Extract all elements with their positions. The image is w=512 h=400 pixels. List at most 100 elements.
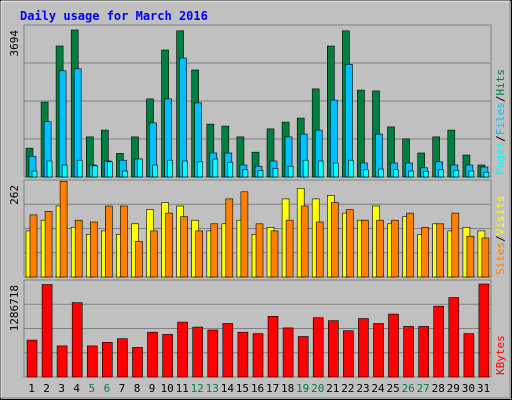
kbytes-bar	[373, 323, 384, 378]
pages-bar	[302, 159, 309, 178]
kbytes-bar	[102, 341, 113, 378]
kbytes-bar	[433, 305, 445, 378]
kbytes-bar	[147, 331, 158, 378]
pages-bar	[92, 165, 98, 178]
pages-bar	[423, 171, 430, 178]
sites-bar	[255, 223, 264, 278]
requests-ymax-label: 3694	[8, 30, 21, 57]
kbytes-bar	[267, 315, 279, 378]
x-tick-label: 4	[73, 382, 80, 395]
x-tick-label: 23	[356, 382, 369, 395]
pages-bar	[408, 170, 414, 178]
sites-bar	[481, 237, 490, 278]
sites-bar	[451, 212, 460, 278]
x-tick-label: 13	[206, 382, 219, 395]
sites-bar	[300, 205, 309, 278]
sites-bar	[135, 241, 143, 278]
pages-bar	[363, 169, 369, 178]
kbytes-bar	[192, 326, 203, 378]
sites-bar	[421, 227, 430, 278]
kbytes-bar	[448, 297, 460, 378]
pages-bar	[242, 169, 249, 178]
pages-bar	[76, 159, 83, 178]
sites-bar	[240, 191, 249, 278]
kbytes-bar	[87, 345, 98, 378]
kbytes-bar	[463, 333, 475, 378]
x-tick-label: 30	[462, 382, 475, 395]
kbytes-bar	[162, 334, 173, 378]
kbytes-bar	[282, 327, 294, 378]
legend-kbytes: KBytes	[494, 335, 507, 375]
legend-hits: Hits	[494, 69, 507, 96]
sites-bar	[330, 202, 339, 278]
pages-bar	[393, 169, 399, 178]
x-tick-label: 3	[58, 382, 65, 395]
pages-bar	[378, 168, 384, 178]
chart-title: Daily usage for March 2016	[20, 9, 208, 23]
kbytes-bar	[403, 326, 414, 378]
kbytes-bar	[26, 339, 38, 378]
legend-pages: Pages	[494, 142, 507, 175]
x-tick-label: 26	[401, 382, 414, 395]
kbytes-bar	[177, 321, 188, 378]
visitors-legend: Sites/Visits	[494, 196, 507, 276]
sites-bar	[361, 219, 369, 278]
pages-bar	[122, 170, 128, 178]
sites-bar	[90, 221, 98, 278]
kbytes-bar	[41, 284, 53, 378]
x-tick-label: 19	[296, 382, 309, 395]
pages-bar	[197, 161, 203, 178]
kbytes-bar	[297, 336, 309, 378]
x-tick-label: 16	[251, 382, 264, 395]
kbytes-bar	[388, 313, 399, 378]
pages-bar	[212, 158, 219, 178]
files-bar	[179, 57, 187, 178]
x-tick-label: 22	[341, 382, 354, 395]
x-tick-label: 25	[386, 382, 399, 395]
kbytes-bar	[71, 302, 83, 378]
legend-files: Files	[494, 102, 507, 135]
pages-bar	[46, 160, 53, 178]
files-bar	[58, 70, 67, 178]
x-tick-label: 2	[43, 382, 50, 395]
legend-sites: Sites	[494, 242, 507, 275]
x-tick-label: 8	[134, 382, 141, 395]
x-tick-label: 18	[281, 382, 294, 395]
pages-bar	[137, 158, 143, 178]
kbytes-bar	[312, 317, 324, 378]
sites-bar	[376, 219, 384, 278]
pages-bar	[61, 164, 68, 178]
sites-bar	[44, 211, 53, 278]
pages-bar	[182, 160, 188, 178]
x-tick-label: 27	[417, 382, 430, 395]
sites-bar	[315, 221, 324, 278]
sites-bar	[165, 212, 173, 278]
legend-visits: Visits	[494, 196, 507, 236]
kbytes-bar	[358, 318, 369, 378]
kbytes-bar	[343, 330, 354, 378]
sites-bar	[406, 212, 414, 278]
x-tick-label: 17	[266, 382, 279, 395]
x-tick-label: 7	[119, 382, 126, 395]
kbytes-bar	[117, 338, 128, 378]
x-tick-label: 12	[191, 382, 204, 395]
pages-bar	[257, 170, 264, 178]
sites-bar	[270, 230, 279, 278]
kbytes-legend: KBytes	[494, 335, 507, 375]
pages-bar	[152, 164, 158, 178]
x-tick-label: 10	[160, 382, 173, 395]
sites-bar	[195, 230, 203, 278]
x-tick-label: 20	[311, 382, 324, 395]
sites-bar	[180, 216, 188, 278]
sites-bar	[150, 230, 158, 278]
kbytes-bar	[56, 345, 68, 378]
sites-bar	[391, 219, 399, 278]
kbytes-bar	[327, 320, 339, 378]
pages-bar	[332, 162, 339, 178]
pages-bar	[317, 160, 324, 178]
pages-bar	[438, 169, 445, 178]
kbytes-bar	[222, 323, 234, 378]
pages-bar	[272, 168, 279, 178]
